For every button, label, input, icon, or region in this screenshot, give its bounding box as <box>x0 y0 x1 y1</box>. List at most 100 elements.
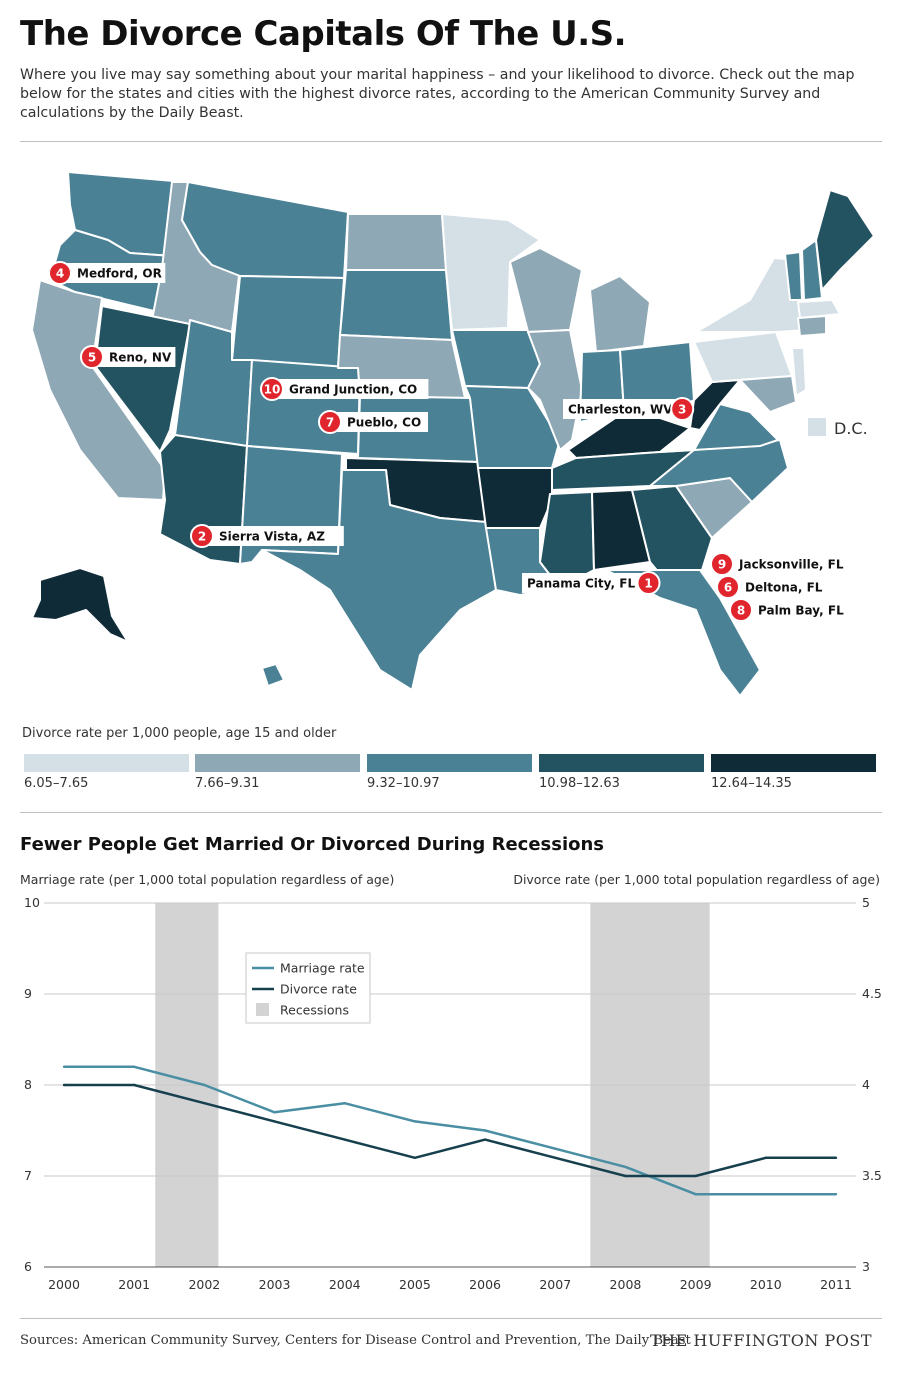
city-marker-1: Panama City, FL 1 <box>522 571 661 595</box>
x-tick-label: 2010 <box>750 1277 782 1292</box>
city-label-box <box>748 600 854 620</box>
state-mi <box>589 275 651 353</box>
city-marker-9: Jacksonville, FL 9 <box>710 552 864 576</box>
state-hi <box>261 663 285 687</box>
chart-legend: Marriage rate Divorce rate Recessions <box>245 952 371 1024</box>
legend-bin-1-label: 6.05–7.65 <box>24 776 89 791</box>
legend-bin-2-label: 7.66–9.31 <box>195 776 260 791</box>
divider <box>20 1318 882 1319</box>
legend-bin-5 <box>711 754 876 772</box>
left-axis-title: Marriage rate (per 1,000 total populatio… <box>20 872 395 887</box>
state-wi <box>509 247 583 333</box>
state-ak <box>31 567 129 643</box>
city-name: Grand Junction, CO <box>289 383 417 397</box>
data-point <box>343 1138 346 1141</box>
city-label-box <box>729 554 864 574</box>
data-point <box>834 1156 838 1159</box>
brand-logo: THE HUFFINGTON POST <box>649 1331 872 1350</box>
city-markers: Panama City, FL 1 Sierra Vista, AZ 2 Charles… <box>48 261 864 622</box>
city-rank-badge <box>710 552 734 576</box>
state-ct <box>797 315 827 337</box>
legend-bin-3-label: 9.32–10.97 <box>367 776 440 791</box>
left-tick-label: 6 <box>24 1259 32 1274</box>
series-lines <box>62 1065 838 1196</box>
x-tick-label: 2003 <box>259 1277 291 1292</box>
x-tick-label: 2008 <box>610 1277 642 1292</box>
legend-label: Divorce rate <box>280 982 357 997</box>
state-me <box>815 189 875 291</box>
marriage-divorce-line-chart: 6 3 7 3.5 8 4 9 4.5 10 5 2000 2001 2002 2003 2004 2005 2… <box>24 895 882 1292</box>
state-tx <box>261 469 497 691</box>
x-tick-label: 2005 <box>399 1277 431 1292</box>
state-il <box>527 329 583 451</box>
data-point <box>624 1174 627 1178</box>
city-name: Pueblo, CO <box>347 416 421 430</box>
state-mn <box>441 213 541 331</box>
legend-label: Recessions <box>280 1003 349 1018</box>
data-point <box>413 1156 417 1159</box>
legend-bin-3 <box>367 754 532 772</box>
data-point <box>132 1083 136 1087</box>
city-label-box <box>522 573 646 593</box>
right-tick-label: 4.5 <box>862 986 882 1001</box>
x-tick-label: 2004 <box>329 1277 361 1292</box>
city-name: Reno, NV <box>109 351 172 365</box>
city-rank-badge <box>729 598 753 622</box>
city-rank-number: 7 <box>326 416 334 430</box>
x-tick-label: 2011 <box>820 1277 852 1292</box>
state-ar <box>477 467 553 529</box>
city-label-box <box>563 399 680 419</box>
data-point <box>343 1102 346 1105</box>
x-tick-label: 2007 <box>539 1277 571 1292</box>
city-rank-number: 3 <box>678 403 686 417</box>
data-point <box>203 1102 206 1105</box>
left-tick-label: 10 <box>24 895 40 910</box>
city-rank-number: 2 <box>198 530 206 544</box>
data-point <box>483 1138 487 1141</box>
city-label-box <box>735 577 834 597</box>
state-va <box>659 403 779 453</box>
map-states <box>31 171 875 697</box>
state-vt <box>784 251 803 301</box>
city-name: Medford, OR <box>77 267 162 281</box>
series-line-divorce-rate <box>64 1083 836 1178</box>
city-marker-8: Palm Bay, FL 8 <box>729 598 854 622</box>
data-point <box>62 1065 66 1068</box>
city-label-box <box>279 379 429 399</box>
x-tick-label: 2006 <box>469 1277 501 1292</box>
left-tick-label: 7 <box>24 1168 32 1183</box>
state-nj <box>791 347 807 397</box>
city-rank-number: 4 <box>56 267 64 281</box>
data-point <box>132 1065 136 1068</box>
state-pa <box>693 331 793 383</box>
legend-key <box>256 1003 269 1016</box>
chart-title: Fewer People Get Married Or Divorced Dur… <box>20 834 605 855</box>
state-sd <box>339 269 453 341</box>
data-point <box>694 1174 697 1178</box>
data-point <box>764 1193 768 1196</box>
city-rank-badge <box>260 377 284 401</box>
city-marker-4: Medford, OR 4 <box>48 261 166 285</box>
city-marker-6: Deltona, FL 6 <box>716 575 834 599</box>
city-rank-badge <box>190 524 214 548</box>
legend-bin-4 <box>539 754 704 772</box>
dc-label: D.C. <box>834 419 868 438</box>
city-rank-number: 10 <box>264 383 281 397</box>
data-point <box>624 1165 627 1169</box>
series-line-marriage-rate <box>64 1065 836 1196</box>
legend-bin-1 <box>24 754 189 772</box>
data-point <box>273 1120 276 1123</box>
legend-bin-5-label: 12.64–14.35 <box>711 776 792 791</box>
state-nd <box>345 213 447 271</box>
city-label-box <box>99 347 176 367</box>
data-point <box>273 1111 276 1114</box>
city-rank-badge <box>636 571 661 595</box>
x-tick-label: 2001 <box>118 1277 150 1292</box>
city-label-box <box>337 412 428 432</box>
gridlines <box>44 902 856 1268</box>
state-wy <box>231 275 345 369</box>
right-tick-label: 3 <box>862 1259 870 1274</box>
axis-labels: 6 3 7 3.5 8 4 9 4.5 10 5 2000 2001 2002 2003 2004 2005 2… <box>24 895 882 1292</box>
city-marker-10: Grand Junction, CO 10 <box>260 377 429 401</box>
x-tick-label: 2002 <box>188 1277 220 1292</box>
